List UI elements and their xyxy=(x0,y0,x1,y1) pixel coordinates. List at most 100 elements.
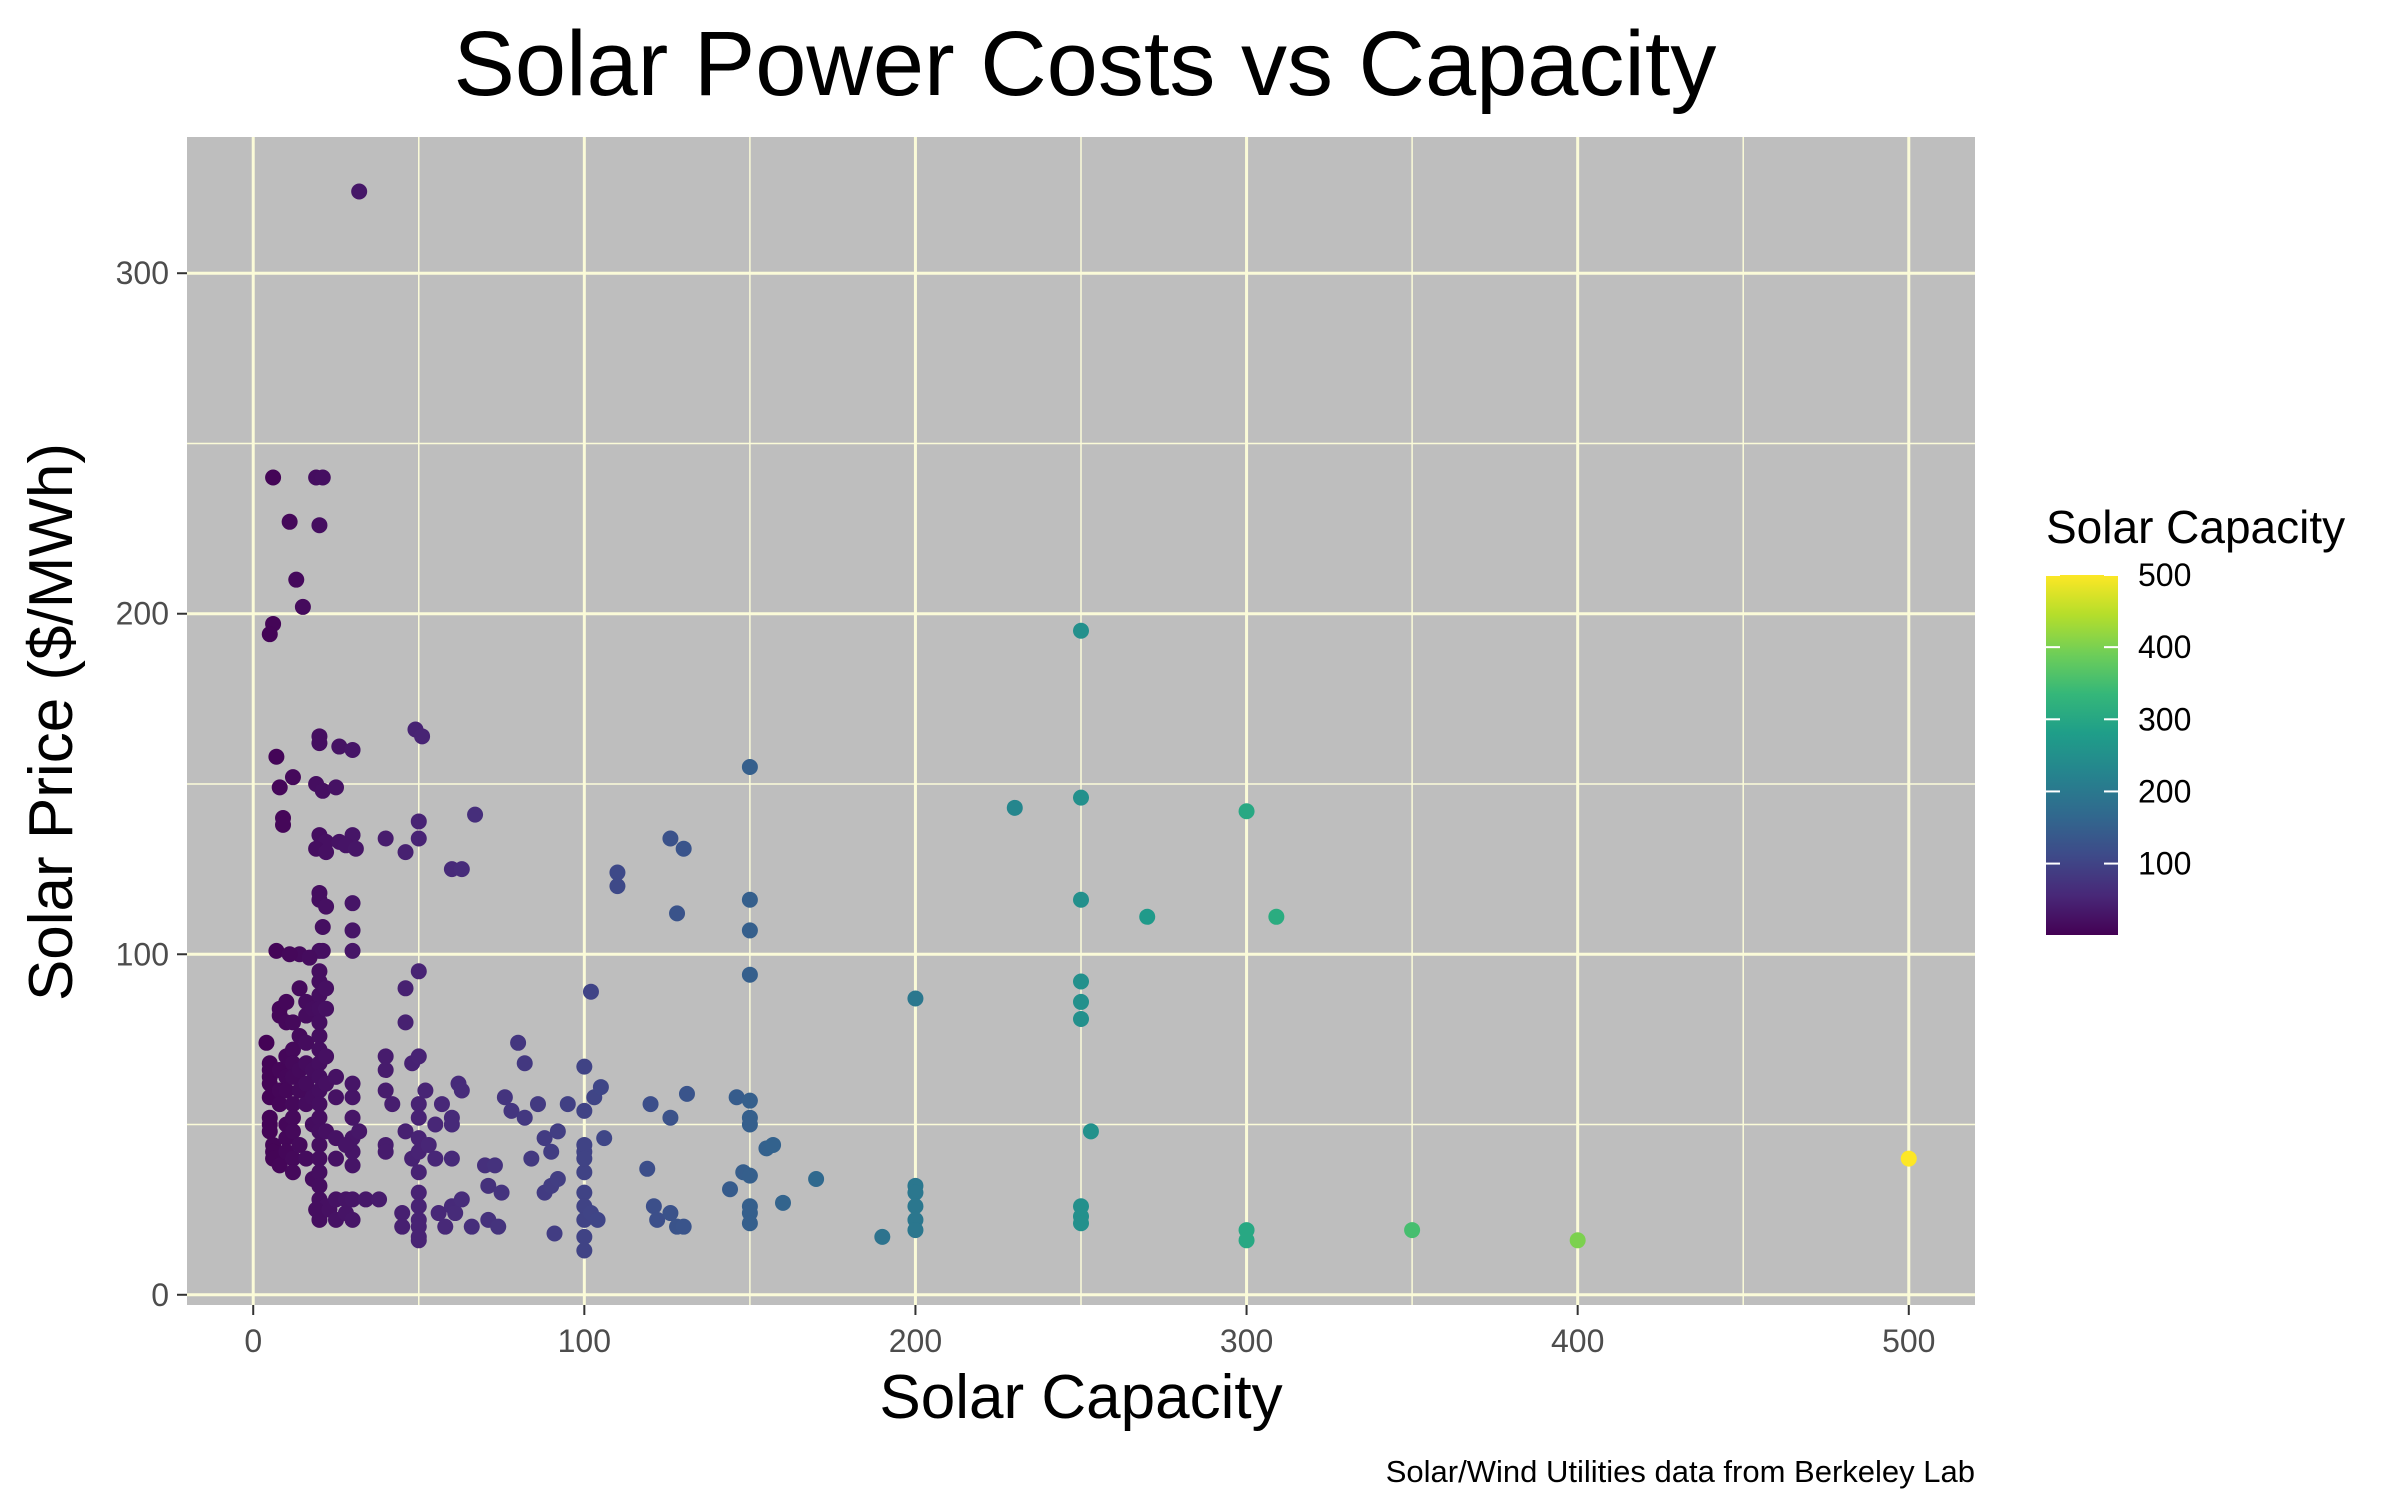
data-point xyxy=(397,844,414,861)
data-point xyxy=(639,1160,656,1177)
data-point xyxy=(437,1218,454,1235)
data-point xyxy=(722,1181,739,1198)
data-point xyxy=(549,1123,566,1140)
data-point xyxy=(288,571,305,588)
data-point xyxy=(453,861,470,878)
data-point xyxy=(467,806,484,823)
data-point xyxy=(344,1109,361,1126)
chart-title: Solar Power Costs vs Capacity xyxy=(454,13,1717,115)
data-point xyxy=(410,830,427,847)
legend-title: Solar Capacity xyxy=(2046,501,2345,553)
data-point xyxy=(510,1034,527,1051)
data-point xyxy=(284,1109,301,1126)
data-point xyxy=(377,1048,394,1065)
data-point xyxy=(1900,1150,1917,1167)
data-point xyxy=(410,1184,427,1201)
data-point xyxy=(344,1089,361,1106)
data-point xyxy=(377,830,394,847)
data-point xyxy=(728,1089,745,1106)
data-point xyxy=(592,1079,609,1096)
data-point xyxy=(331,738,348,755)
data-point xyxy=(377,1062,394,1079)
data-point xyxy=(480,1177,497,1194)
data-point xyxy=(318,1048,335,1065)
data-point xyxy=(311,1096,328,1113)
y-axis-label: Solar Price ($/MWh) xyxy=(17,443,86,1001)
data-point xyxy=(907,1198,924,1215)
data-point xyxy=(576,1164,593,1181)
legend-break-label: 500 xyxy=(2138,557,2191,593)
data-point xyxy=(1139,908,1156,925)
data-point xyxy=(765,1136,782,1153)
data-point xyxy=(549,1171,566,1188)
data-point xyxy=(268,748,285,765)
data-point xyxy=(1268,908,1285,925)
data-point xyxy=(1073,993,1089,1010)
x-tick-label: 100 xyxy=(558,1323,611,1359)
data-point xyxy=(281,946,298,963)
data-point xyxy=(645,1198,662,1215)
data-point xyxy=(351,183,368,200)
legend-break-label: 100 xyxy=(2138,846,2191,882)
data-point xyxy=(271,1096,288,1113)
data-point xyxy=(344,741,361,758)
data-point xyxy=(298,1150,315,1167)
data-point xyxy=(523,1150,540,1167)
x-tick-label: 0 xyxy=(244,1323,262,1359)
data-point xyxy=(410,1048,427,1065)
data-point xyxy=(347,840,364,857)
legend-break-label: 400 xyxy=(2138,629,2191,665)
y-tick-label: 0 xyxy=(151,1277,169,1313)
data-point xyxy=(486,1157,503,1174)
data-point xyxy=(328,1150,344,1167)
data-point xyxy=(410,1232,427,1249)
data-point xyxy=(284,1096,301,1113)
data-point xyxy=(275,816,292,833)
data-point xyxy=(271,779,288,796)
data-point xyxy=(1006,799,1023,816)
data-point xyxy=(318,1000,335,1017)
data-point xyxy=(496,1089,513,1106)
data-point xyxy=(642,1096,659,1113)
data-point xyxy=(741,1167,758,1184)
data-point xyxy=(291,1136,308,1153)
data-point xyxy=(576,1228,593,1245)
data-point xyxy=(662,1109,679,1126)
data-point xyxy=(775,1194,791,1211)
data-point xyxy=(344,1211,361,1228)
data-point xyxy=(344,895,361,912)
data-point xyxy=(328,779,344,796)
data-point xyxy=(261,1123,278,1140)
data-point xyxy=(1073,789,1089,806)
data-point xyxy=(576,1184,593,1201)
data-point xyxy=(443,1150,460,1167)
data-point xyxy=(314,469,331,486)
data-point xyxy=(284,1041,301,1058)
data-point xyxy=(463,1218,480,1235)
data-point xyxy=(278,1082,295,1099)
data-point xyxy=(410,1096,427,1113)
data-point xyxy=(377,1143,394,1160)
data-point xyxy=(741,758,758,775)
data-point xyxy=(1073,1010,1089,1027)
data-point xyxy=(337,1136,354,1153)
data-point xyxy=(907,990,924,1007)
data-point xyxy=(344,1157,361,1174)
data-point xyxy=(397,1014,414,1031)
data-point xyxy=(328,1089,344,1106)
data-point xyxy=(559,1096,576,1113)
minor-gridlines xyxy=(187,137,1975,1305)
data-point xyxy=(1073,973,1089,990)
data-point xyxy=(394,1205,411,1222)
data-point xyxy=(311,517,328,534)
data-point xyxy=(351,1123,368,1140)
data-point xyxy=(576,1102,593,1119)
legend-breaks: 100 200 300 400 500 xyxy=(2046,557,2191,882)
data-point xyxy=(427,1150,444,1167)
data-point xyxy=(298,1075,315,1092)
data-point xyxy=(410,1109,427,1126)
data-point xyxy=(874,1228,891,1245)
data-point xyxy=(371,1191,388,1208)
data-point xyxy=(291,980,308,997)
data-point xyxy=(410,963,427,980)
